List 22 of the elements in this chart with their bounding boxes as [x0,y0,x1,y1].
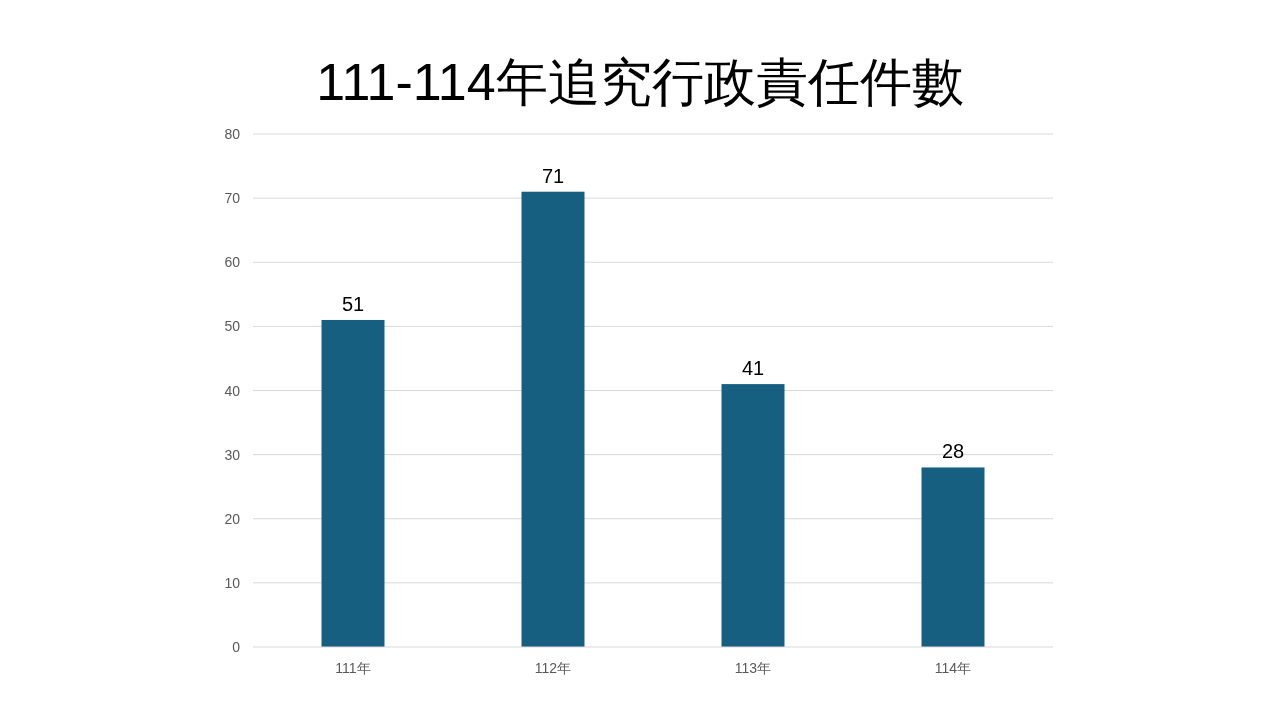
y-tick-label: 40 [224,382,241,399]
y-tick-label: 0 [232,639,241,655]
x-tick-label: 111年 [335,660,371,676]
data-label: 28 [941,440,965,463]
bar [521,191,585,647]
bar [721,384,785,647]
y-tick-label: 60 [224,254,241,271]
x-tick-label: 114年 [934,660,972,676]
y-tick-label: 50 [224,318,241,335]
x-tick-label: 112年 [534,660,572,676]
y-tick-label: 70 [224,190,241,207]
data-label: 51 [341,292,365,315]
data-label: 71 [541,164,565,187]
bar [921,467,985,647]
y-tick-label: 20 [224,510,241,527]
x-tick-label: 113年 [734,660,772,676]
y-tick-label: 10 [224,574,241,591]
y-tick-label: 80 [224,126,241,142]
chart-title: 111-114年追究行政責任件數 [316,53,964,111]
data-label: 41 [741,357,765,380]
bar [321,319,385,647]
y-tick-label: 30 [224,446,241,463]
